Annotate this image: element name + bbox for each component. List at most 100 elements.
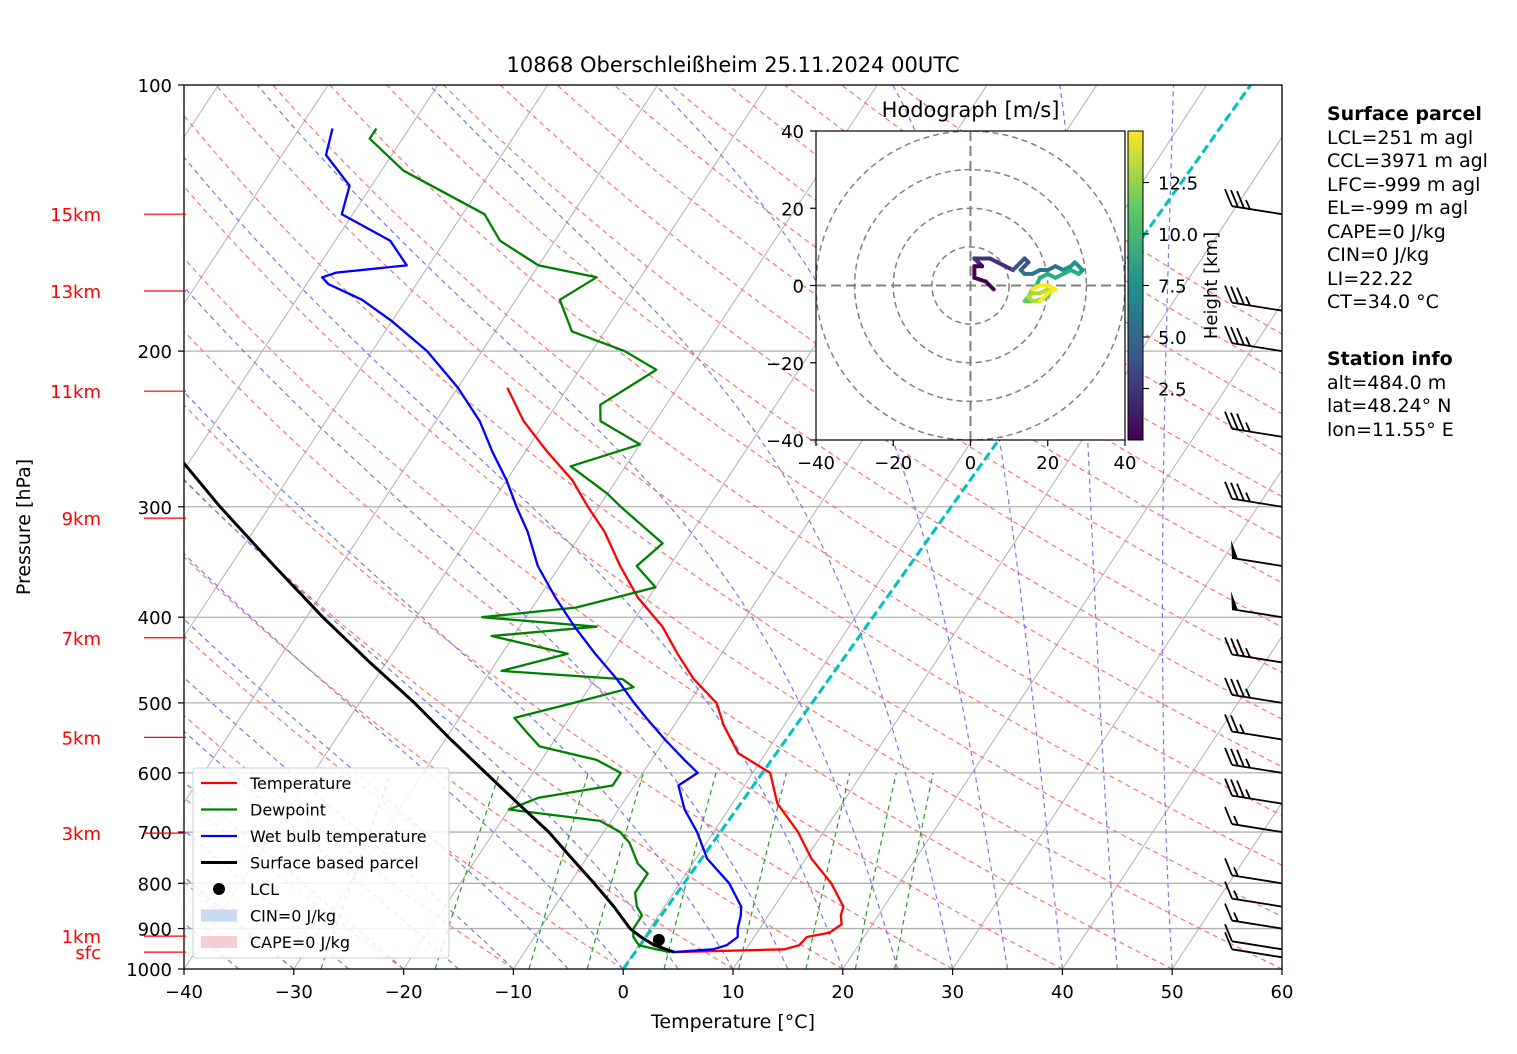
station-info-header: Station info bbox=[1327, 348, 1453, 370]
y-tick-label: 1000 bbox=[126, 960, 172, 981]
legend-entry: LCL bbox=[213, 880, 279, 899]
dry-adiabat bbox=[184, 114, 1282, 918]
height-label: 3km bbox=[62, 824, 101, 845]
legend-entry: Surface based parcel bbox=[201, 854, 419, 873]
series-layer bbox=[184, 85, 1252, 969]
wind-barb bbox=[1224, 411, 1283, 438]
x-tick-label: 40 bbox=[1051, 982, 1074, 1003]
surface-parcel-line: CIN=0 J/kg bbox=[1327, 244, 1430, 266]
legend: Temperature Dewpoint Wet bulb temperature S… bbox=[192, 767, 450, 959]
wind-barb bbox=[1224, 481, 1283, 508]
x-tick-label: 20 bbox=[831, 982, 854, 1003]
x-tick-label: 30 bbox=[941, 982, 964, 1003]
moist-adiabat bbox=[1161, 85, 1175, 969]
legend-entry: CIN=0 J/kg bbox=[201, 907, 336, 926]
wind-barb bbox=[1224, 923, 1283, 951]
colorbar-tick-label: 5.0 bbox=[1158, 328, 1187, 349]
surface-parcel-header: Surface parcel bbox=[1327, 103, 1482, 125]
chart-title: 10868 Oberschleißheim 25.11.2024 00UTC bbox=[507, 53, 960, 77]
legend-entry: Dewpoint bbox=[201, 801, 326, 820]
wind-barbs bbox=[1224, 188, 1283, 959]
colorbar-tick-label: 12.5 bbox=[1158, 174, 1198, 195]
surface-parcel-line: CT=34.0 °C bbox=[1327, 291, 1439, 313]
station-info-line: alt=484.0 m bbox=[1327, 371, 1447, 394]
legend-box bbox=[192, 767, 450, 959]
surface-parcel-line: CCL=3971 m agl bbox=[1327, 150, 1488, 172]
mixing-ratio-line bbox=[586, 772, 644, 969]
hodograph-x-tick-label: 40 bbox=[1114, 453, 1137, 474]
dry-adiabat bbox=[272, 85, 1282, 817]
dry-adiabat bbox=[184, 556, 734, 969]
colorbar-tick-label: 2.5 bbox=[1158, 380, 1187, 401]
x-axis-label: Temperature [°C] bbox=[650, 1011, 815, 1033]
hodograph-y-tick-label: −40 bbox=[766, 431, 804, 452]
legend-label: LCL bbox=[250, 880, 279, 899]
dry-adiabat bbox=[386, 85, 1282, 720]
y-tick-label: 900 bbox=[138, 920, 172, 941]
legend-entry: CAPE=0 J/kg bbox=[201, 933, 350, 952]
height-label: 5km bbox=[62, 728, 101, 749]
hodograph-y-tick-label: −20 bbox=[766, 354, 804, 375]
axes-layer: −40 −30 −20 −10 0 10 20 30 40 50 60100200300400500… bbox=[50, 76, 1293, 1003]
y-tick-label: 300 bbox=[138, 498, 172, 519]
wind-barb bbox=[1231, 591, 1283, 619]
y-tick-label: 800 bbox=[138, 874, 172, 895]
hodograph-trace-segment bbox=[1030, 283, 1043, 292]
x-tick-label: 0 bbox=[617, 982, 628, 1003]
wind-barb bbox=[1231, 539, 1283, 567]
isotherm-line bbox=[952, 468, 1282, 969]
height-label: 7km bbox=[62, 629, 101, 650]
hodograph-y-tick-label: 20 bbox=[781, 199, 804, 220]
wind-barb bbox=[1224, 714, 1283, 741]
hodograph-y-tick-label: 40 bbox=[781, 122, 804, 143]
mixing-ratio-line bbox=[663, 772, 717, 969]
dry-adiabat bbox=[184, 185, 1282, 969]
mixing-ratio-line bbox=[738, 772, 787, 969]
moist-adiabat bbox=[429, 85, 954, 969]
colorbar-tick-label: 10.0 bbox=[1158, 225, 1198, 246]
wind-barb bbox=[1224, 903, 1283, 930]
moist-adiabat bbox=[655, 85, 1009, 969]
legend-label: Temperature bbox=[249, 774, 351, 793]
mixing-ratio-line bbox=[528, 772, 589, 969]
hodograph-x-tick-label: −20 bbox=[874, 453, 912, 474]
y-tick-label: 600 bbox=[138, 764, 172, 785]
surface-parcel-line: LI=22.22 bbox=[1327, 267, 1414, 290]
y-tick-label: 100 bbox=[138, 76, 172, 97]
y-tick-label: 200 bbox=[138, 342, 172, 363]
hodograph-x-tick-label: 0 bbox=[965, 453, 976, 474]
isotherm-line bbox=[184, 85, 439, 471]
wind-barb bbox=[1224, 778, 1283, 805]
x-tick-label: 10 bbox=[722, 982, 745, 1003]
surface-parcel-panel: Surface parcel LCL=251 m agl CCL=3971 m … bbox=[1327, 103, 1488, 315]
station-info-line: lat=48.24° N bbox=[1327, 395, 1452, 417]
hodograph-y-tick-label: 0 bbox=[793, 277, 804, 298]
colorbar bbox=[1127, 130, 1144, 441]
wind-barb bbox=[1224, 637, 1283, 664]
isotherm-line bbox=[184, 85, 659, 804]
station-info-line: lon=11.55° E bbox=[1327, 418, 1454, 441]
hodograph-trace-segment bbox=[972, 275, 988, 284]
hodograph: Hodograph [m/s] −40 −20 0 20 40 40 20 0 −20 −40 2.5… bbox=[766, 98, 1222, 474]
isotherm-line bbox=[184, 85, 329, 305]
wind-barb bbox=[1224, 188, 1283, 216]
legend-label: CIN=0 J/kg bbox=[250, 907, 336, 926]
dry-adiabat bbox=[670, 85, 1282, 498]
series-line-dewpoint bbox=[368, 127, 671, 954]
x-tick-label: 50 bbox=[1161, 982, 1184, 1003]
height-label: 15km bbox=[50, 205, 101, 226]
mixing-ratio-line bbox=[854, 772, 897, 969]
hodograph-x-tick-label: 20 bbox=[1036, 453, 1059, 474]
hodograph-plot bbox=[816, 131, 1125, 440]
wind-barb bbox=[1224, 857, 1283, 885]
colorbar-label: Height [km] bbox=[1201, 232, 1222, 339]
dry-adiabat bbox=[215, 85, 1282, 866]
surface-parcel-line: CAPE=0 J/kg bbox=[1327, 220, 1446, 243]
station-info-panel: Station info alt=484.0 m lat=48.24° N lo… bbox=[1327, 348, 1454, 442]
mixing-ratio-line bbox=[805, 772, 851, 969]
wind-barb bbox=[1224, 931, 1283, 959]
hodograph-title: Hodograph [m/s] bbox=[882, 98, 1060, 122]
wind-barb bbox=[1224, 806, 1283, 833]
y-tick-label: 400 bbox=[138, 608, 172, 629]
hodograph-ring bbox=[931, 246, 1010, 325]
